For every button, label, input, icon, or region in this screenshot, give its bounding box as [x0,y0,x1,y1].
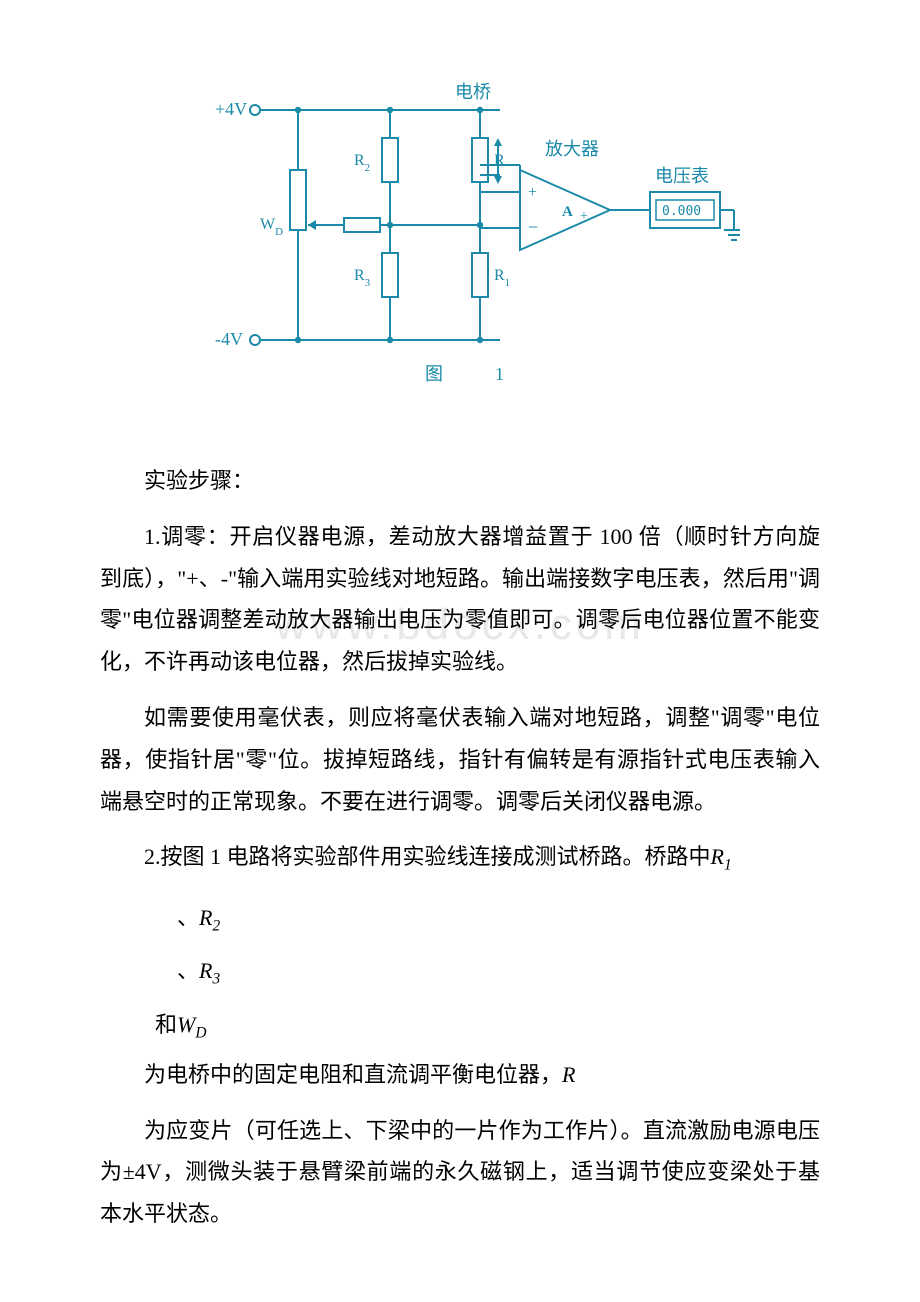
paragraph-1: 1.调零：开启仪器电源，差动放大器增益置于 100 倍（顺时针方向旋到底），"+… [100,516,820,683]
svg-text:R3: R3 [354,267,371,289]
paragraph-4: 为应变片（可任选上、下梁中的一片作为工作片）。直流激励电源电压为±4V，测微头装… [100,1110,820,1235]
svg-text:WD: WD [260,216,283,238]
var-wd-line: 和WD [100,1001,820,1050]
paragraph-3a: 2.按图 1 电路将实验部件用实验线连接成测试桥路。桥路中R1 [100,836,820,880]
svg-text:R: R [494,152,505,169]
content: +4V -4V 电桥 R2 R3 R R1 WD + − A + 放大器电压表 0.000 图 1 实验步骤：… [100,80,820,1235]
svg-text:A: A [562,204,573,220]
svg-text:-4V: -4V [215,329,243,349]
svg-text:0.000: 0.000 [662,204,701,219]
svg-text:R2: R2 [354,152,370,174]
svg-text:电压表: 电压表 [655,166,709,186]
svg-text:−: − [528,217,538,237]
svg-text:+4V: +4V [215,99,247,119]
svg-text:R1: R1 [494,267,510,289]
circuit-svg: +4V -4V 电桥 R2 R3 R R1 WD + − A + 放大器电压表 0.000 图 1 [180,80,740,400]
var-r3-line: 、R3 [100,947,820,996]
svg-text:图: 图 [425,364,443,384]
circuit-figure: +4V -4V 电桥 R2 R3 R R1 WD + − A + 放大器电压表 0.000 图 1 [180,80,740,400]
svg-text:+: + [528,184,537,201]
var-r2-line: 、R2 [100,894,820,943]
svg-text:电桥: 电桥 [455,82,491,102]
paragraph-2: 如需要使用毫伏表，则应将毫伏表输入端对地短路，调整"调零"电位器，使指针居"零"… [100,697,820,822]
svg-text:+: + [580,209,588,224]
svg-text:1: 1 [495,364,504,384]
paragraph-3b: 为电桥中的固定电阻和直流调平衡电位器，R [100,1054,820,1096]
steps-heading: 实验步骤： [100,460,820,502]
svg-text:放大器: 放大器 [545,139,599,159]
